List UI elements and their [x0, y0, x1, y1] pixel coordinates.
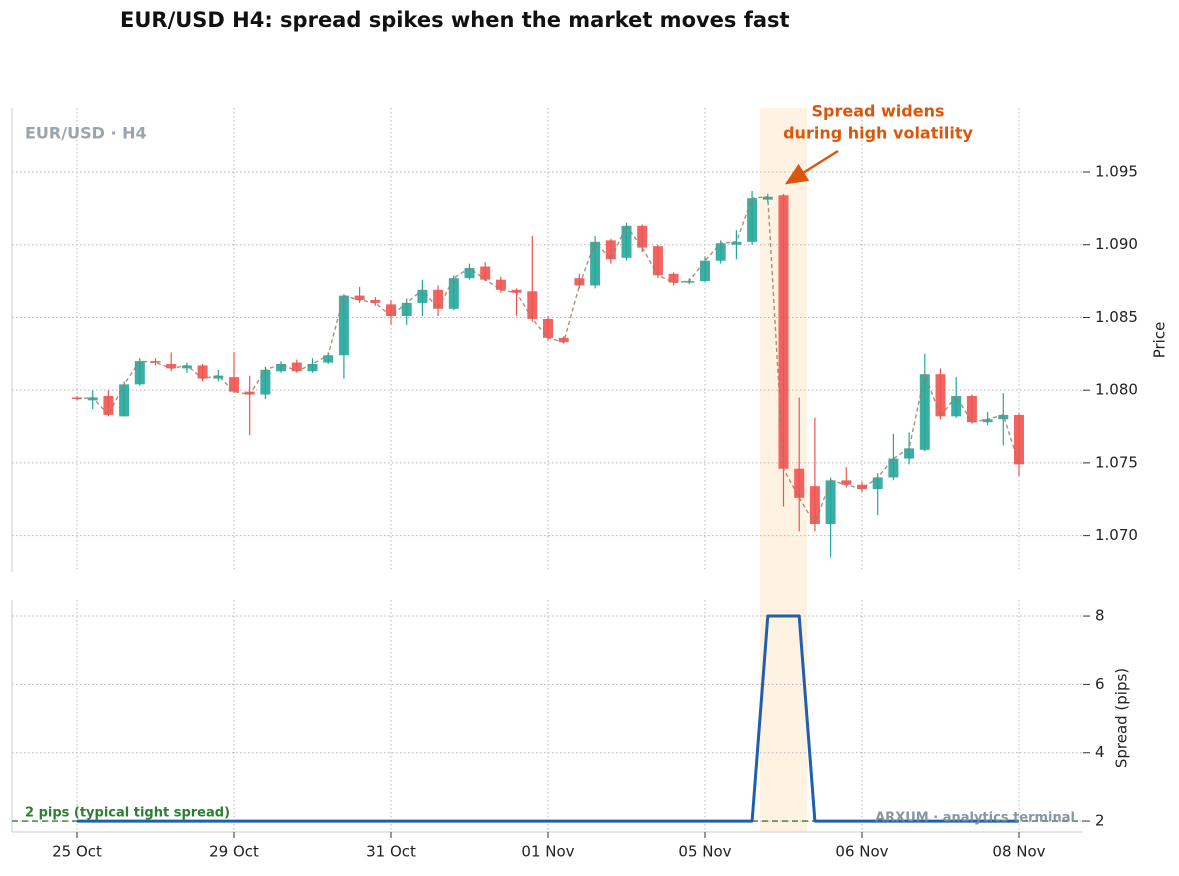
- candle-body: [872, 477, 883, 490]
- y-axis-label: Spread (pips): [1113, 668, 1131, 768]
- candle-body: [197, 365, 208, 379]
- candle-body: [323, 355, 334, 363]
- y-tick-label: 1.080: [1095, 381, 1138, 399]
- candle-body: [700, 260, 710, 282]
- candle-body: [166, 364, 177, 369]
- candle-body: [150, 361, 161, 363]
- close-line: [76, 195, 1020, 526]
- x-tick-label: 31 Oct: [366, 843, 416, 861]
- y-tick-label: 1.090: [1095, 235, 1138, 253]
- y-tick-label: 1.095: [1095, 163, 1138, 181]
- candle-body: [464, 268, 475, 279]
- candle-body: [558, 337, 569, 343]
- candle-body: [794, 468, 805, 498]
- watermark: ARXUM · analytics terminal: [875, 811, 1075, 826]
- candle-body: [888, 458, 899, 478]
- candle-body: [747, 198, 758, 242]
- candle-body: [715, 243, 726, 261]
- candle-body: [605, 240, 616, 260]
- annotation-arrow: [784, 149, 839, 185]
- candle-body: [1014, 414, 1024, 465]
- candle-body: [668, 273, 679, 283]
- y-tick-label: 1.085: [1095, 308, 1138, 326]
- candle-body: [244, 391, 255, 395]
- spread-line: [77, 614, 1019, 823]
- candle-body: [982, 419, 993, 423]
- candle-body: [731, 241, 742, 245]
- candle-body: [480, 266, 491, 280]
- candle-body: [637, 225, 648, 248]
- y-tick-label: 2: [1095, 812, 1105, 830]
- candle-body: [778, 195, 789, 469]
- candle-body: [87, 397, 98, 401]
- candle-body: [527, 291, 538, 319]
- y-tick-label: 8: [1095, 607, 1105, 625]
- y-axis-label: Price: [1151, 322, 1169, 359]
- candle-body: [338, 295, 349, 356]
- candle-body: [181, 365, 192, 369]
- candle-body: [951, 396, 962, 417]
- y-tick-label: 1.070: [1095, 526, 1138, 544]
- candle-body: [119, 384, 130, 417]
- candle-body: [511, 289, 522, 293]
- candle-body: [72, 397, 82, 399]
- candle-body: [590, 241, 601, 286]
- x-tick-label: 05 Nov: [678, 843, 731, 861]
- x-tick-label: 06 Nov: [835, 843, 888, 861]
- candle-body: [276, 364, 287, 372]
- candle-body: [841, 480, 852, 485]
- candle-body: [103, 396, 114, 415]
- candle-body: [134, 361, 145, 385]
- candle-body: [809, 486, 820, 524]
- candle-body: [857, 484, 867, 490]
- x-tick-label: 01 Nov: [521, 843, 574, 861]
- x-tick-label: 25 Oct: [52, 843, 102, 861]
- candle-body: [386, 304, 396, 316]
- candle-body: [574, 278, 585, 286]
- candle-body: [652, 246, 663, 276]
- y-tick-label: 1.075: [1095, 453, 1138, 471]
- candle-body: [354, 295, 365, 300]
- y-tick-label: 6: [1095, 675, 1105, 693]
- candle-body: [307, 364, 318, 372]
- candle-body: [229, 377, 239, 392]
- candle-body: [260, 369, 271, 395]
- candle-body: [401, 302, 412, 316]
- x-tick-label: 29 Oct: [209, 843, 259, 861]
- x-tick-label: 08 Nov: [992, 843, 1045, 861]
- candle-body: [825, 480, 836, 524]
- y-tick-label: 4: [1095, 743, 1105, 761]
- candle-body: [370, 300, 381, 303]
- candle-body: [935, 374, 946, 417]
- panel-label: EUR/USD · H4: [25, 124, 147, 143]
- candle-body: [998, 414, 1009, 420]
- annotation: during high volatility: [783, 124, 973, 143]
- candle-body: [904, 448, 915, 459]
- candle-body: [919, 374, 930, 450]
- candle-body: [213, 375, 224, 379]
- chart-title: EUR/USD H4: spread spikes when the marke…: [120, 8, 790, 32]
- candle-body: [966, 396, 977, 423]
- candle-body: [291, 362, 302, 372]
- candle-body: [543, 318, 553, 338]
- candle-body: [417, 289, 428, 303]
- candle-body: [684, 281, 695, 283]
- candle-body: [621, 225, 632, 258]
- candle-body: [495, 279, 506, 290]
- annotation: Spread widens: [811, 102, 944, 121]
- reference-label: 2 pips (typical tight spread): [25, 806, 230, 821]
- candle-body: [433, 289, 444, 309]
- candle-body: [448, 278, 459, 309]
